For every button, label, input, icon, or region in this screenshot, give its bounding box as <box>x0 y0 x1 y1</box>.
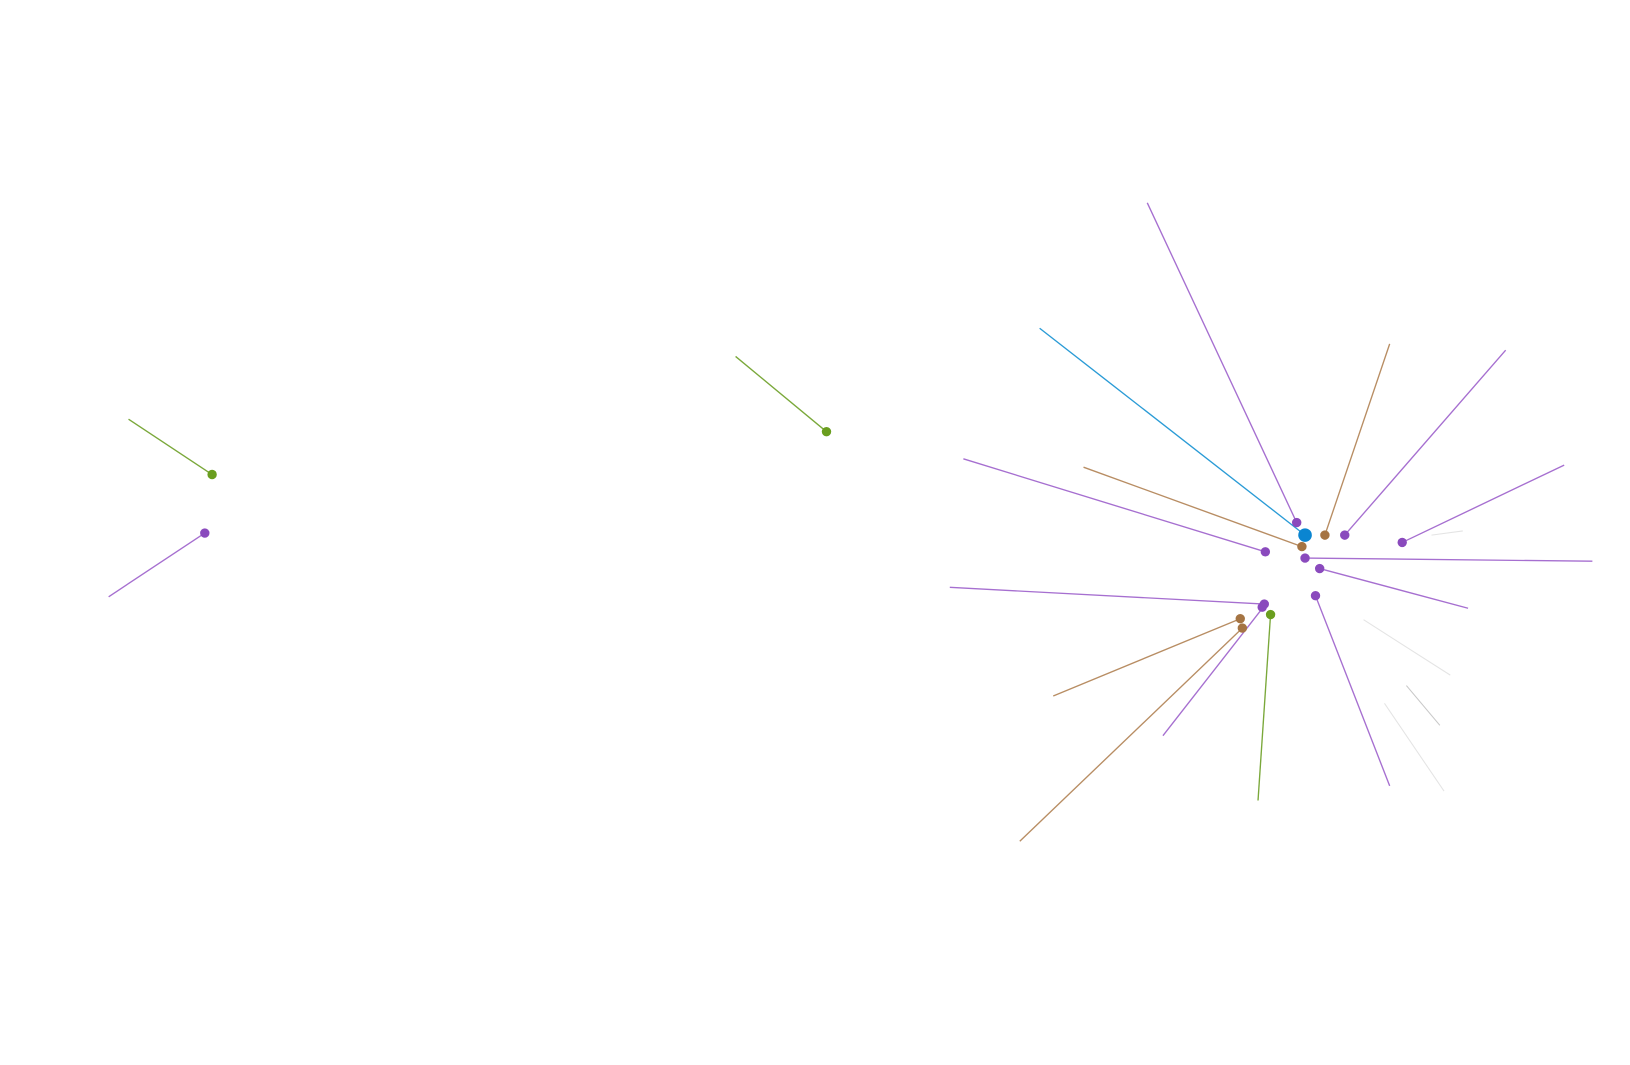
node[interactable] <box>1237 623 1248 633</box>
edge <box>1039 327 1306 536</box>
edge <box>1401 464 1565 544</box>
edge <box>1384 703 1445 792</box>
edge <box>1305 557 1593 562</box>
nodes <box>200 426 1407 633</box>
edge <box>1083 466 1303 548</box>
node[interactable] <box>1257 602 1267 612</box>
edge <box>128 418 213 476</box>
edge <box>1344 349 1507 536</box>
edge <box>1146 202 1298 523</box>
node[interactable] <box>1397 537 1407 548</box>
node[interactable] <box>1298 528 1312 542</box>
node[interactable] <box>1235 614 1245 624</box>
edges <box>108 202 1593 842</box>
node[interactable] <box>207 469 217 480</box>
edge <box>1019 627 1243 842</box>
edge <box>1257 614 1272 801</box>
edge <box>1319 567 1469 609</box>
edge <box>108 532 206 598</box>
node[interactable] <box>1320 530 1330 540</box>
node[interactable] <box>1314 563 1325 574</box>
edge <box>1324 343 1391 536</box>
edge <box>1162 606 1264 737</box>
edge <box>1431 530 1463 536</box>
node[interactable] <box>1291 517 1302 528</box>
node[interactable] <box>200 528 210 538</box>
edge <box>1405 685 1441 726</box>
edge <box>735 355 827 433</box>
edge <box>949 586 1265 605</box>
node[interactable] <box>1340 530 1350 540</box>
node[interactable] <box>1260 547 1271 557</box>
node[interactable] <box>1265 609 1276 620</box>
node[interactable] <box>821 426 832 437</box>
node[interactable] <box>1300 553 1310 563</box>
edge <box>963 458 1266 553</box>
edge <box>1314 595 1391 787</box>
edge <box>1052 618 1241 697</box>
node[interactable] <box>1310 591 1321 601</box>
node[interactable] <box>1297 541 1307 552</box>
edge <box>1363 619 1451 676</box>
